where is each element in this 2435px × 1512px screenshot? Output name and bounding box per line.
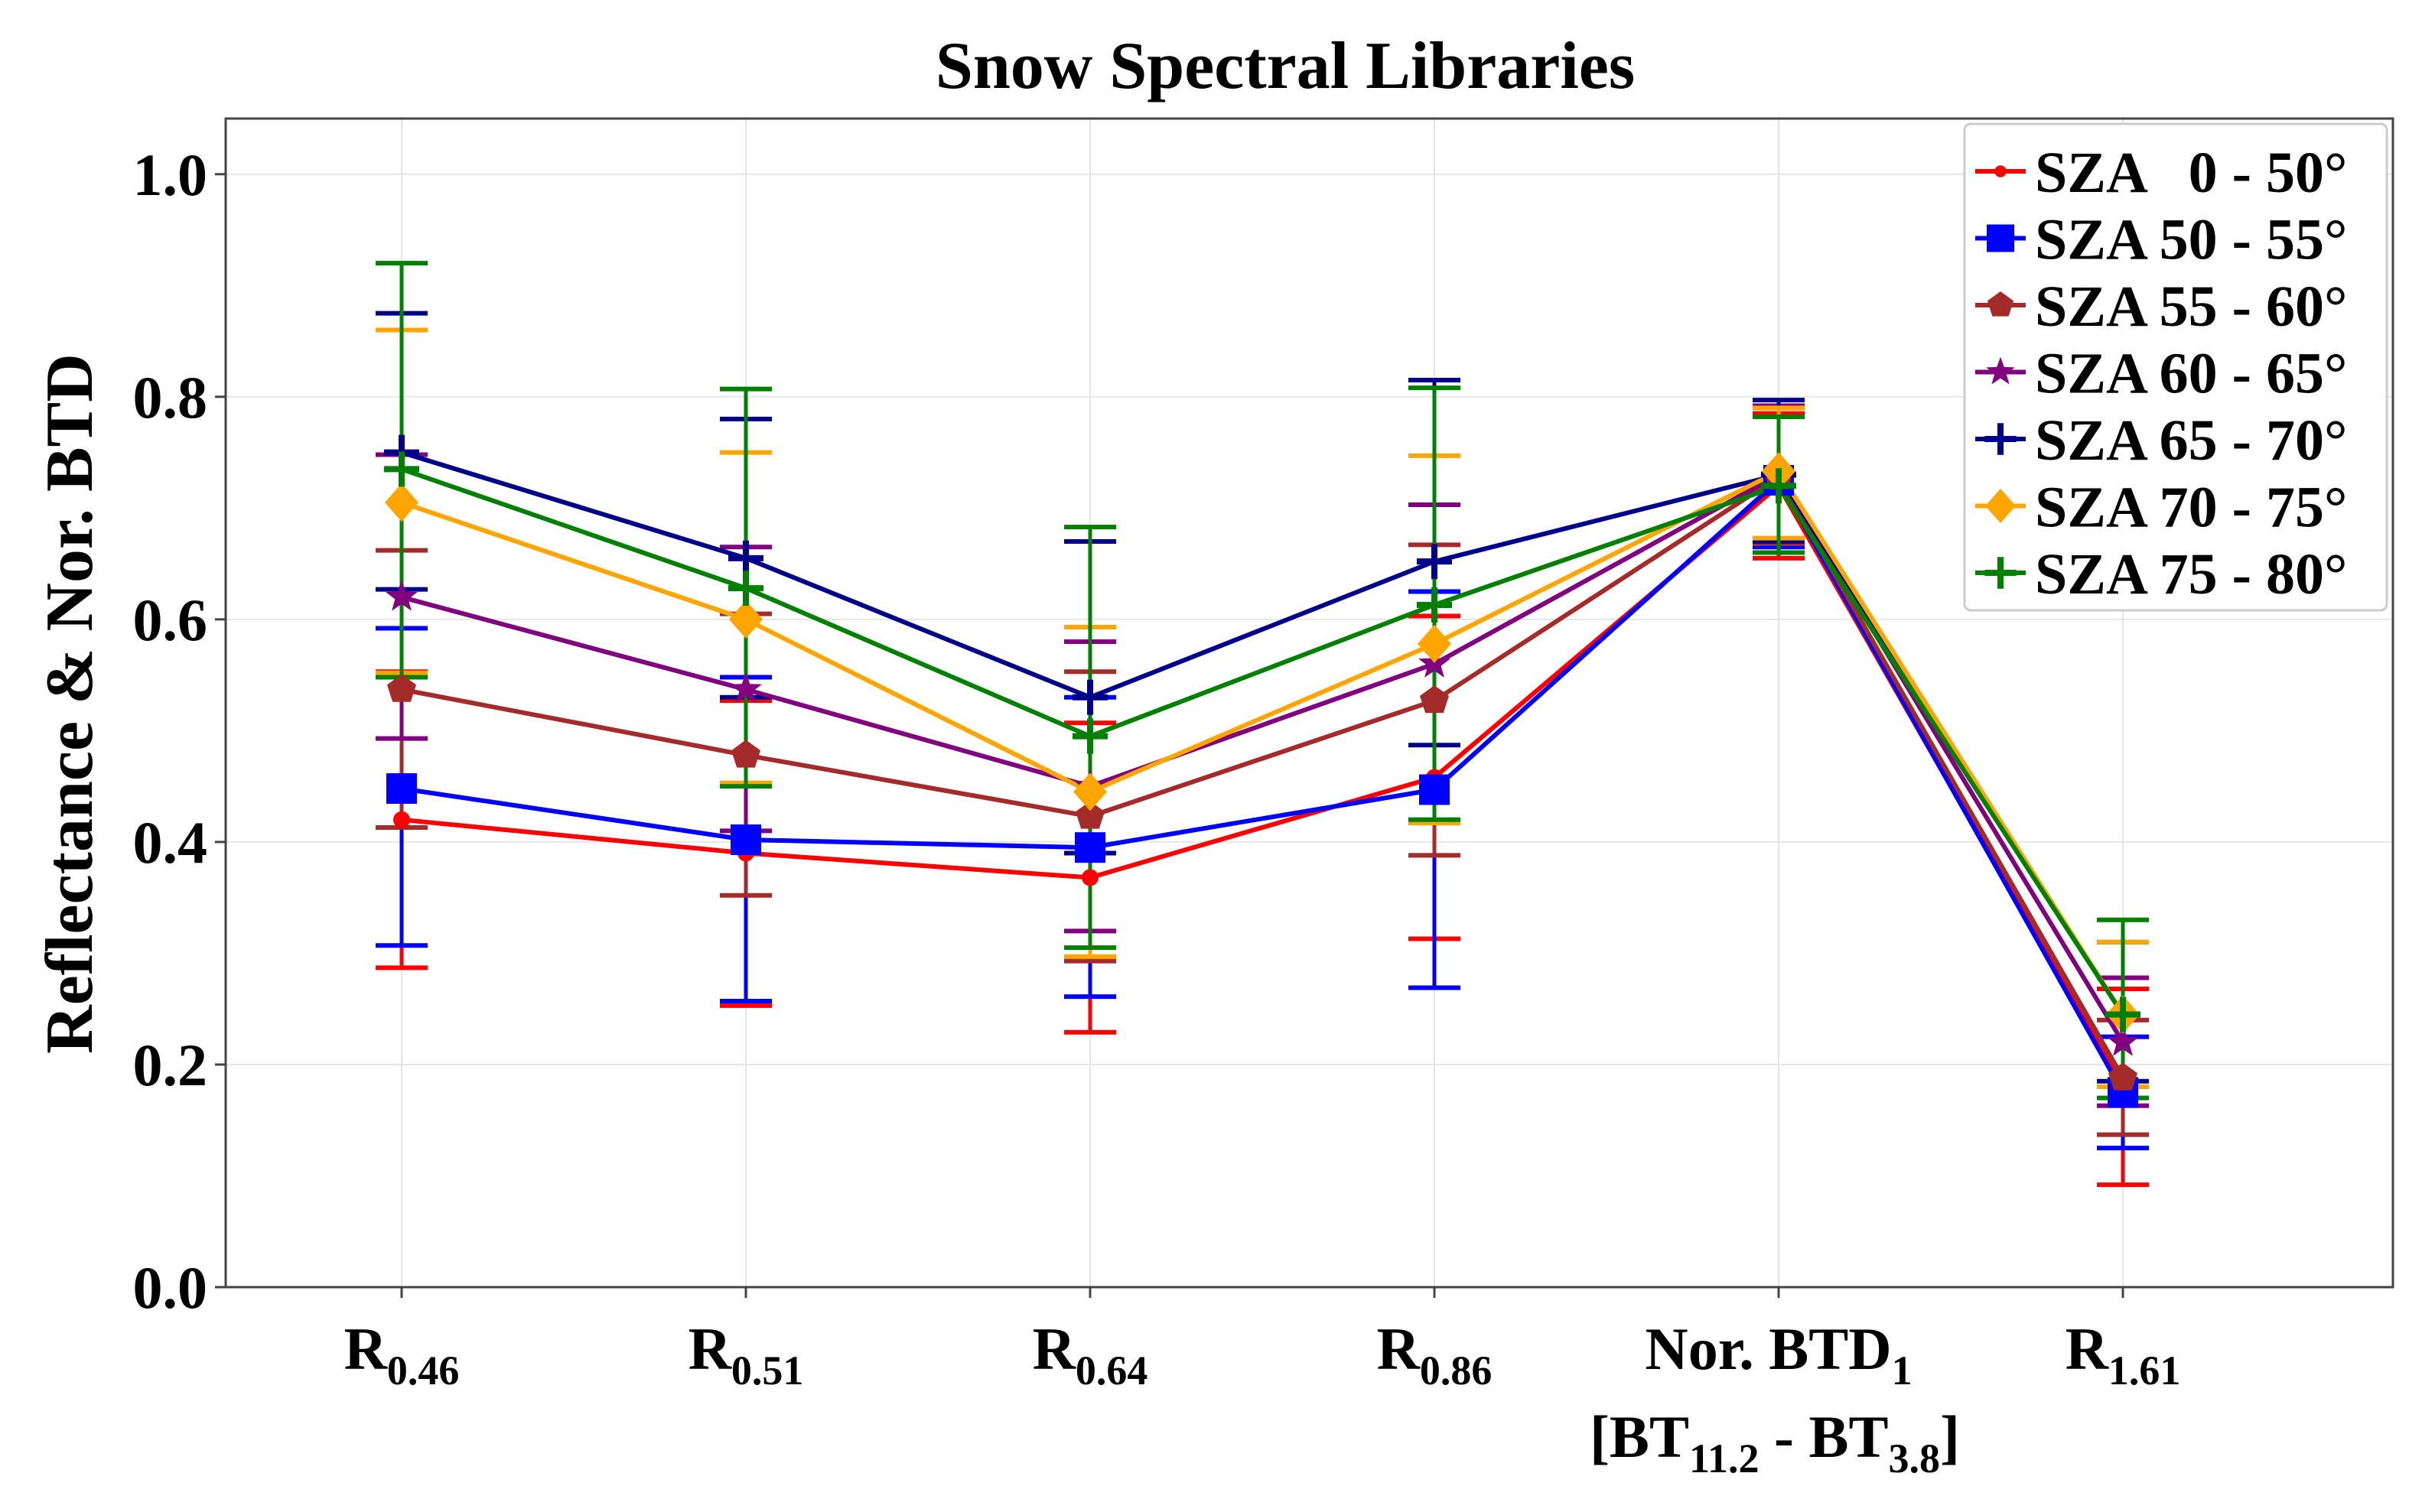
y-tick-label: 1.0 bbox=[133, 141, 208, 208]
y-tick-label: 0.6 bbox=[133, 587, 208, 653]
series-markers bbox=[384, 434, 2140, 1108]
data-point bbox=[387, 674, 416, 702]
data-point bbox=[1417, 587, 1452, 623]
data-point bbox=[1987, 291, 2014, 317]
series-line bbox=[401, 467, 2125, 1016]
y-tick-label: 0.0 bbox=[133, 1254, 208, 1321]
legend: SZA 0 - 50°SZA 50 - 55°SZA 55 - 60°SZA 6… bbox=[1963, 122, 2388, 612]
series-line bbox=[401, 473, 2125, 1079]
data-point bbox=[1418, 624, 1451, 663]
data-point bbox=[384, 451, 419, 487]
data-point bbox=[1073, 718, 1108, 754]
legend-box bbox=[1963, 122, 2388, 612]
data-point bbox=[1073, 679, 1108, 715]
series-line bbox=[401, 482, 2125, 1088]
x-tick-label: R0.51 bbox=[689, 1315, 804, 1393]
data-point bbox=[2107, 1025, 2139, 1056]
data-point bbox=[1984, 423, 2017, 455]
data-point bbox=[1986, 356, 2015, 385]
data-point bbox=[2105, 997, 2140, 1032]
data-point bbox=[1761, 468, 1796, 504]
x-tick-label: R0.46 bbox=[344, 1315, 460, 1393]
data-point bbox=[728, 571, 763, 606]
series-lines bbox=[401, 450, 2125, 1094]
x-tick-label-line2: [BT11.2 - BT3.8] bbox=[1590, 1403, 1960, 1481]
y-axis-ticks: 0.0 0.2 0.4 0.6 0.8 1.0 bbox=[133, 141, 226, 1321]
y-tick-label: 0.2 bbox=[133, 1032, 208, 1098]
data-point bbox=[731, 740, 760, 768]
data-point bbox=[1076, 801, 1105, 829]
data-point bbox=[386, 773, 417, 805]
legend-label: SZA 0 - 50° bbox=[2035, 141, 2347, 205]
x-tick-label: R0.86 bbox=[1377, 1315, 1493, 1393]
data-point bbox=[730, 672, 762, 704]
legend-label: SZA 50 - 55° bbox=[2035, 208, 2347, 272]
data-point bbox=[1420, 685, 1449, 714]
y-tick-label: 0.4 bbox=[133, 809, 208, 876]
x-tick-label: R0.64 bbox=[1033, 1315, 1148, 1393]
data-point bbox=[1987, 224, 2014, 252]
legend-label: SZA 70 - 75° bbox=[2035, 476, 2347, 540]
data-point bbox=[729, 600, 763, 639]
x-tick-label: Nor. BTD1 bbox=[1645, 1315, 1912, 1393]
data-point bbox=[1073, 772, 1107, 811]
data-point bbox=[2108, 1062, 2137, 1091]
legend-label: SZA 55 - 60° bbox=[2035, 275, 2347, 339]
data-point bbox=[1075, 832, 1105, 863]
x-tick-label: R1.61 bbox=[2066, 1315, 2181, 1393]
chart-title: Snow Spectral Libraries bbox=[936, 29, 1635, 103]
legend-label: SZA 75 - 80° bbox=[2035, 542, 2347, 606]
y-axis-label: Reflectance & Nor. BTD bbox=[33, 353, 107, 1054]
series-line bbox=[401, 476, 2125, 1094]
data-point bbox=[731, 824, 761, 855]
series-line bbox=[401, 468, 2125, 1016]
data-point bbox=[393, 811, 410, 828]
data-point bbox=[1082, 869, 1099, 886]
series-line bbox=[401, 450, 2125, 1016]
data-point bbox=[386, 580, 418, 611]
data-point bbox=[1994, 165, 2007, 177]
data-point bbox=[1984, 557, 2017, 589]
data-point bbox=[1985, 489, 2016, 523]
legend-label: SZA 60 - 65° bbox=[2035, 342, 2347, 406]
legend-label: SZA 65 - 70° bbox=[2035, 408, 2347, 473]
series-line bbox=[401, 471, 2125, 1044]
x-axis-ticks: R0.46 R0.51 R0.64 R0.86 Nor. BTD1 [BT11.2 - B… bbox=[344, 1287, 2181, 1481]
y-tick-label: 0.8 bbox=[133, 364, 208, 431]
data-point bbox=[385, 483, 418, 522]
data-point bbox=[728, 540, 763, 576]
plot-frame bbox=[224, 117, 2394, 1289]
data-point bbox=[1417, 544, 1452, 580]
data-point bbox=[1419, 774, 1450, 805]
